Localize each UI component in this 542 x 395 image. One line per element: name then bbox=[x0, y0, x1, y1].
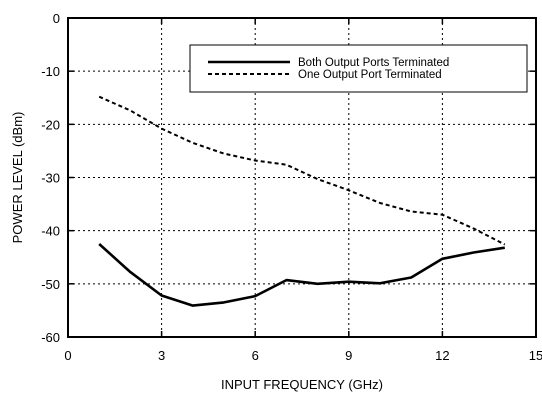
y-tick-label: 0 bbox=[53, 11, 60, 26]
y-tick-label: -50 bbox=[41, 277, 60, 292]
series-line-1 bbox=[98, 243, 505, 307]
x-tick-label: 6 bbox=[252, 348, 259, 363]
y-tick-label: -10 bbox=[41, 64, 60, 79]
axis-ticks: 0 3 6 9 12 15 0 -10 -20 -30 -40 -50 -60 bbox=[41, 11, 542, 363]
x-tick-label: 3 bbox=[158, 348, 165, 363]
legend-entry-1: Both Output Ports Terminated bbox=[298, 57, 449, 69]
y-tick-label: -30 bbox=[41, 171, 60, 186]
x-axis-label: INPUT FREQUENCY (GHz) bbox=[221, 377, 383, 392]
x-tick-label: 0 bbox=[64, 348, 71, 363]
y-tick-label: -20 bbox=[41, 117, 60, 132]
x-tick-label: 12 bbox=[435, 348, 449, 363]
x-tick-label: 15 bbox=[529, 348, 542, 363]
series-lines bbox=[98, 95, 506, 307]
y-tick-label: -60 bbox=[41, 330, 60, 345]
series-line-2 bbox=[98, 95, 506, 246]
legend-entry-2: One Output Port Terminated bbox=[298, 69, 442, 81]
y-axis-label: POWER LEVEL (dBm) bbox=[10, 112, 25, 244]
y-tick-label: -40 bbox=[41, 224, 60, 239]
legend-box bbox=[189, 44, 528, 93]
x-tick-label: 9 bbox=[345, 348, 352, 363]
